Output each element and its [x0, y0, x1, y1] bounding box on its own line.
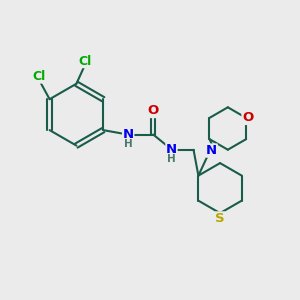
Text: N: N — [123, 128, 134, 141]
Text: Cl: Cl — [79, 55, 92, 68]
Text: O: O — [242, 111, 253, 124]
Text: Cl: Cl — [33, 70, 46, 83]
Text: H: H — [167, 154, 176, 164]
Text: N: N — [166, 143, 177, 156]
Text: S: S — [215, 212, 225, 225]
Text: N: N — [206, 144, 217, 157]
Text: O: O — [148, 104, 159, 118]
Text: H: H — [124, 139, 133, 149]
